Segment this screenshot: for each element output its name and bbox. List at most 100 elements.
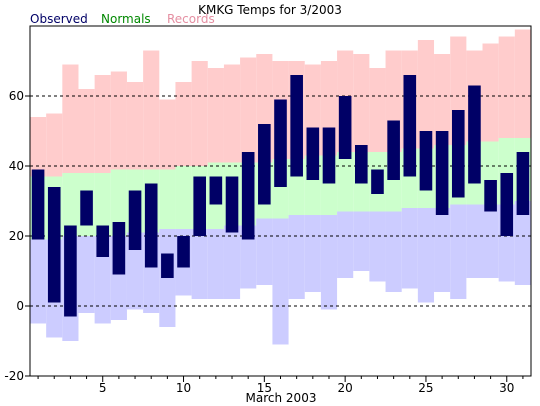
record-low-band (434, 208, 451, 292)
record-high-band (191, 61, 208, 166)
record-high-band (223, 64, 241, 163)
record-high-band (498, 36, 515, 138)
observed-bar (306, 127, 320, 180)
observed-bar (274, 99, 287, 187)
record-low-band (223, 225, 241, 299)
record-low-band (514, 201, 531, 285)
record-high-band (143, 50, 160, 170)
observed-bar (225, 176, 239, 233)
observed-bar (387, 120, 400, 180)
normal-band (175, 166, 192, 229)
observed-bar (258, 124, 271, 205)
normal-band (159, 169, 176, 229)
record-low-band (401, 208, 418, 289)
observed-bar (468, 85, 481, 184)
record-high-band (46, 113, 63, 177)
record-high-band (94, 75, 111, 173)
record-low-band (482, 204, 499, 278)
record-low-band (191, 229, 208, 299)
y-tick-label: 40 (9, 159, 24, 173)
y-tick-label: 20 (9, 229, 24, 243)
observed-bar (47, 187, 61, 303)
observed-bar (451, 110, 465, 198)
record-low-band (240, 225, 257, 289)
record-high-band (482, 43, 499, 142)
observed-bar (144, 183, 158, 268)
record-high-band (78, 89, 95, 173)
record-low-band (207, 229, 224, 299)
observed-bar (193, 176, 206, 236)
observed-bar (64, 225, 77, 317)
record-high-band (369, 68, 386, 152)
normal-band (62, 173, 79, 236)
record-low-band (320, 215, 338, 310)
observed-bar (161, 253, 174, 278)
record-low-band (126, 232, 144, 310)
plot-area: -20 0 20 40 60 5 10 15 20 25 30 (4, 25, 532, 395)
x-tick-label: 20 (338, 381, 353, 395)
x-tick-label: 5 (99, 381, 107, 395)
record-low-band (30, 239, 47, 324)
record-low-band (94, 236, 111, 324)
record-high-band (353, 54, 370, 152)
record-high-band (30, 117, 47, 177)
x-tick-label: 25 (418, 381, 433, 395)
y-tick-label: 60 (9, 89, 24, 103)
observed-bar (338, 96, 352, 159)
record-low-band (288, 215, 305, 299)
record-high-band (175, 82, 192, 166)
record-low-band (78, 236, 95, 313)
y-tick-label: -20 (4, 369, 24, 383)
observed-bar (96, 225, 110, 257)
observed-bar (80, 190, 93, 226)
observed-bar (209, 176, 223, 205)
x-tick-label: 15 (257, 381, 272, 395)
record-low-band (466, 204, 483, 278)
observed-bar (500, 173, 514, 236)
normal-band (337, 152, 354, 212)
observed-bar (435, 131, 449, 215)
record-low-band (304, 215, 321, 292)
record-low-band (353, 211, 370, 271)
record-high-band (417, 40, 435, 149)
x-tick-label: 10 (176, 381, 191, 395)
chart-title: KMKG Temps for 3/2003 (198, 3, 342, 17)
record-high-band (62, 64, 79, 173)
observed-bar (484, 180, 497, 212)
x-axis-label: March 2003 (246, 391, 317, 405)
record-high-band (514, 29, 531, 138)
x-tick-label: 30 (499, 381, 514, 395)
observed-bar (112, 222, 126, 275)
observed-bar (177, 236, 190, 268)
record-high-band (126, 82, 144, 170)
record-low-band (417, 208, 435, 303)
normal-band (94, 173, 111, 236)
record-low-band (337, 211, 354, 278)
observed-bar (290, 75, 303, 177)
observed-bar (403, 75, 417, 177)
legend-observed: Observed (30, 12, 88, 26)
record-high-band (240, 57, 257, 163)
record-low-band (272, 218, 289, 345)
observed-bar (322, 127, 336, 184)
record-high-band (207, 68, 224, 163)
record-low-band (450, 204, 467, 299)
record-high-band (159, 99, 176, 170)
observed-bar (371, 169, 384, 194)
y-tick-label: 0 (16, 299, 24, 313)
observed-bar (241, 152, 255, 240)
record-high-band (434, 54, 451, 145)
record-high-band (110, 71, 127, 170)
record-low-band (385, 211, 402, 292)
record-low-band (256, 218, 273, 285)
observed-bar (516, 152, 530, 215)
observed-bar (128, 190, 142, 250)
observed-bar (419, 131, 433, 191)
observed-bar (31, 169, 45, 240)
observed-bar (355, 145, 368, 184)
normal-band (110, 169, 127, 236)
record-low-band (369, 211, 386, 282)
legend-records: Records (167, 12, 215, 26)
legend-normals: Normals (101, 12, 151, 26)
